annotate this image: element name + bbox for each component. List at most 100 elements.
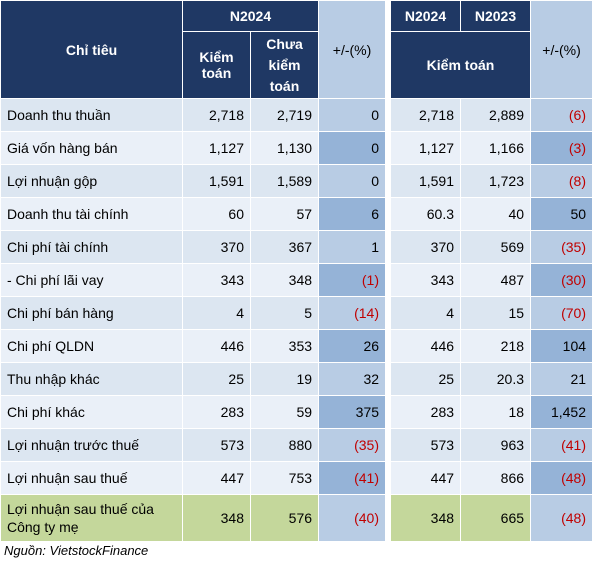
value-cell: 59: [249, 395, 320, 429]
header-year: N2024: [390, 0, 462, 32]
change-cell: 0: [318, 131, 387, 165]
value-cell: 18: [460, 395, 532, 429]
value-cell: 60.3: [390, 197, 462, 231]
source-note: Nguồn: VietstockFinance: [4, 543, 149, 558]
change-cell: 21: [530, 362, 592, 396]
change-cell: 104: [530, 329, 592, 363]
row-label: Chi phí QLDN: [0, 329, 183, 363]
value-cell: 447: [182, 461, 251, 495]
header-change: +/-(%): [530, 0, 592, 99]
header-indicator: Chỉ tiêu: [0, 0, 183, 99]
value-cell: 4: [182, 296, 251, 330]
change-cell: (6): [530, 98, 592, 132]
value-cell: 1,130: [249, 131, 320, 165]
row-label: Chi phí khác: [0, 395, 183, 429]
row-label: - Chi phí lãi vay: [0, 263, 183, 297]
row-label: Lợi nhuận trước thuế: [0, 428, 183, 462]
header-group: N2024: [181, 0, 320, 32]
value-cell: 576: [249, 494, 320, 542]
value-cell: 15: [460, 296, 532, 330]
change-cell: (3): [530, 131, 592, 165]
change-cell: (14): [318, 296, 387, 330]
value-cell: 1,589: [249, 164, 320, 198]
change-cell: (35): [318, 428, 387, 462]
change-cell: (35): [530, 230, 592, 264]
row-label: Doanh thu tài chính: [0, 197, 183, 231]
value-cell: 963: [460, 428, 532, 462]
change-cell: (70): [530, 296, 592, 330]
table-row: Chi phí tài chính 370 367 1 370 569 (35): [0, 230, 592, 264]
value-cell: 367: [249, 230, 320, 264]
change-cell: (1): [318, 263, 387, 297]
change-cell: (48): [530, 494, 592, 542]
value-cell: 25: [182, 362, 251, 396]
value-cell: 370: [390, 230, 462, 264]
header-unaudited: Chưa kiểm toán: [249, 31, 320, 99]
row-label: Chi phí tài chính: [0, 230, 183, 264]
value-cell: 1,723: [460, 164, 532, 198]
table-row: Chi phí khác 283 59 375 283 18 1,452: [0, 395, 592, 429]
table-row: Lợi nhuận trước thuế 573 880 (35) 573 963 (41): [0, 428, 592, 462]
change-cell: (41): [530, 428, 592, 462]
table-row: Doanh thu thuần 2,718 2,719 0 2,718 2,889 (6): [0, 98, 592, 132]
value-cell: 343: [182, 263, 251, 297]
value-cell: 446: [182, 329, 251, 363]
change-cell: 0: [318, 98, 387, 132]
value-cell: 487: [460, 263, 532, 297]
change-cell: 0: [318, 164, 387, 198]
change-cell: 50: [530, 197, 592, 231]
value-cell: 19: [249, 362, 320, 396]
row-label: Lợi nhuận sau thuế của Công ty mẹ: [0, 494, 183, 542]
value-cell: 57: [249, 197, 320, 231]
table-row: Chi phí QLDN 446 353 26 446 218 104: [0, 329, 592, 363]
value-cell: 353: [249, 329, 320, 363]
value-cell: 348: [390, 494, 462, 542]
value-cell: 1,591: [182, 164, 251, 198]
value-cell: 1,127: [182, 131, 251, 165]
change-cell: (8): [530, 164, 592, 198]
value-cell: 20.3: [460, 362, 532, 396]
value-cell: 40: [460, 197, 532, 231]
table-row: Lợi nhuận sau thuế 447 753 (41) 447 866 (48): [0, 461, 592, 495]
value-cell: 348: [182, 494, 251, 542]
change-cell: (41): [318, 461, 387, 495]
header-audited: Kiểm toán: [390, 31, 532, 99]
table-row: Lợi nhuận sau thuế của Công ty mẹ 348 576(…: [0, 494, 592, 542]
value-cell: 60: [182, 197, 251, 231]
value-cell: 283: [182, 395, 251, 429]
row-label: Lợi nhuận sau thuế: [0, 461, 183, 495]
value-cell: 1,127: [390, 131, 462, 165]
value-cell: 2,718: [390, 98, 462, 132]
table-row: Doanh thu tài chính 60 57 6 60.3 40 50: [0, 197, 592, 231]
value-cell: 343: [390, 263, 462, 297]
row-label: Lợi nhuận gộp: [0, 164, 183, 198]
value-cell: 5: [249, 296, 320, 330]
change-cell: 1: [318, 230, 387, 264]
value-cell: 753: [249, 461, 320, 495]
value-cell: 218: [460, 329, 532, 363]
data-table: Chỉ tiêu N2024 +/-(%) N2024 N2023 +/-(%)…: [0, 0, 592, 542]
change-cell: (48): [530, 461, 592, 495]
row-label: Giá vốn hàng bán: [0, 131, 183, 165]
header-audited: Kiểm toán: [182, 31, 251, 99]
value-cell: 573: [390, 428, 462, 462]
value-cell: 447: [390, 461, 462, 495]
value-cell: 4: [390, 296, 462, 330]
value-cell: 866: [460, 461, 532, 495]
value-cell: 283: [390, 395, 462, 429]
value-cell: 25: [390, 362, 462, 396]
table-row: Giá vốn hàng bán 1,127 1,130 0 1,127 1,166 (3): [0, 131, 592, 165]
change-cell: 375: [318, 395, 387, 429]
value-cell: 2,889: [460, 98, 532, 132]
header-year: N2023: [460, 0, 532, 32]
value-cell: 573: [182, 428, 251, 462]
change-cell: 32: [318, 362, 387, 396]
table-row: Chi phí bán hàng 4 5 (14) 4 15 (70): [0, 296, 592, 330]
row-label: Thu nhập khác: [0, 362, 183, 396]
value-cell: 1,591: [390, 164, 462, 198]
value-cell: 446: [390, 329, 462, 363]
table-row: Thu nhập khác 25 19 32 25 20.3 21: [0, 362, 592, 396]
row-label: Chi phí bán hàng: [0, 296, 183, 330]
